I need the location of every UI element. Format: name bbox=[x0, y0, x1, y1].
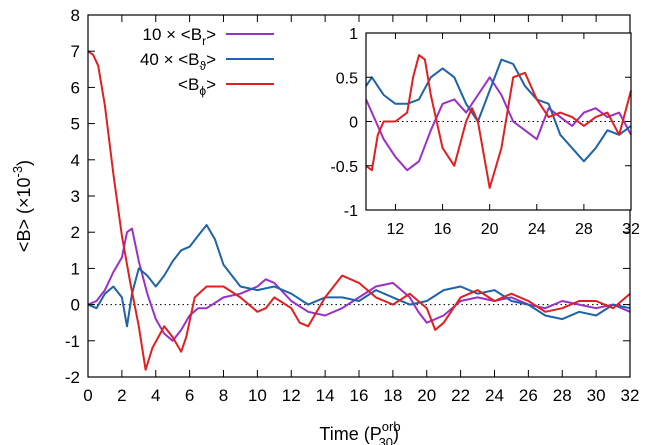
legend-label-br: 10 × <Br> bbox=[143, 25, 217, 48]
main-y-tick-label: 0 bbox=[71, 296, 80, 315]
main-y-tick-label: -2 bbox=[65, 368, 80, 387]
inset-y-tick-label: -0.5 bbox=[330, 159, 358, 176]
main-x-tick-label: 0 bbox=[83, 386, 92, 405]
inset-y-tick-label: 0.5 bbox=[336, 70, 358, 87]
main-series-lines bbox=[87, 50, 631, 371]
main-y-tick-label: 3 bbox=[71, 187, 80, 206]
inset-x-tick-label: 12 bbox=[387, 221, 405, 238]
main-x-tick-label: 6 bbox=[185, 386, 194, 405]
main-x-tick-label: 2 bbox=[117, 386, 126, 405]
main-series-line-2 bbox=[87, 50, 631, 371]
main-x-tick-label: 4 bbox=[151, 386, 160, 405]
legend-label-bphi-tail: > bbox=[206, 75, 216, 94]
main-y-tick-label: 6 bbox=[71, 78, 80, 97]
main-x-tick-label: 28 bbox=[553, 386, 572, 405]
main-x-tick-label: 12 bbox=[282, 386, 301, 405]
main-x-tick-label: 10 bbox=[248, 386, 267, 405]
legend-label-btheta-tail: > bbox=[206, 50, 216, 69]
x-axis-title-superscript: orb bbox=[382, 419, 401, 434]
legend-label-br-sub: r bbox=[202, 34, 206, 48]
main-x-tick-label: 8 bbox=[219, 386, 228, 405]
main-y-tick-label: 1 bbox=[71, 259, 80, 278]
main-x-tick-label: 22 bbox=[451, 386, 470, 405]
inset-axis-ticks: 12 16 20 24 28 32 -1 -0.5 0 0.5 1 bbox=[330, 26, 640, 238]
inset-series-line-0 bbox=[365, 76, 632, 172]
x-axis-title: Time (Porb 30) bbox=[319, 419, 400, 445]
x-axis-title-tail: ) bbox=[393, 424, 399, 444]
main-axis-ticks: 0 2 4 6 8 10 12 14 16 18 20 22 24 26 28 30 32-2-10123456… bbox=[65, 6, 640, 405]
inset-x-tick-label: 28 bbox=[575, 221, 593, 238]
main-y-tick-label: 8 bbox=[71, 6, 80, 25]
main-x-tick-label: 24 bbox=[485, 386, 504, 405]
main-x-tick-label: 26 bbox=[519, 386, 538, 405]
main-x-tick-label: 20 bbox=[417, 386, 436, 405]
x-axis-title-subscript: 30 bbox=[379, 435, 393, 445]
inset-x-tick-label: 20 bbox=[481, 221, 499, 238]
main-y-tick-label: -1 bbox=[65, 332, 80, 351]
legend: 10 × <Br> 40 × <Bϑ> <Bϕ> bbox=[140, 25, 274, 98]
legend-label-bphi-text: <B bbox=[178, 75, 199, 94]
legend-label-btheta-sub: ϑ bbox=[200, 59, 207, 73]
main-x-tick-label: 14 bbox=[316, 386, 335, 405]
main-y-tick-label: 5 bbox=[71, 115, 80, 134]
main-series-line-0 bbox=[87, 227, 631, 342]
inset-series-lines bbox=[365, 54, 632, 189]
y-axis-title-text: <B> (×10 bbox=[14, 178, 34, 253]
main-series-line-1 bbox=[87, 224, 631, 328]
inset-x-tick-label: 16 bbox=[434, 221, 452, 238]
inset-y-tick-label: 1 bbox=[349, 26, 358, 43]
main-x-tick-label: 30 bbox=[587, 386, 606, 405]
legend-label-br-text: 10 × <B bbox=[143, 25, 203, 44]
main-y-tick-label: 7 bbox=[71, 42, 80, 61]
main-x-tick-label: 32 bbox=[621, 386, 640, 405]
inset-series-line-2 bbox=[365, 54, 632, 189]
inset-series-line-1 bbox=[365, 58, 632, 163]
legend-label-btheta-text: 40 × <B bbox=[140, 50, 200, 69]
main-x-tick-label: 18 bbox=[383, 386, 402, 405]
inset-x-tick-label: 32 bbox=[622, 221, 640, 238]
main-y-tick-label: 4 bbox=[71, 151, 80, 170]
legend-label-bphi: <Bϕ> bbox=[178, 75, 216, 98]
inset-y-tick-label: 0 bbox=[349, 115, 358, 132]
y-axis-title-tail: ) bbox=[14, 160, 34, 166]
main-y-tick-label: 2 bbox=[71, 223, 80, 242]
inset-x-tick-label: 24 bbox=[528, 221, 546, 238]
y-axis-title-superscript: -3 bbox=[10, 166, 25, 178]
legend-label-br-tail: > bbox=[206, 25, 216, 44]
inset-y-tick-label: -1 bbox=[344, 203, 358, 220]
main-x-tick-label: 16 bbox=[350, 386, 369, 405]
legend-label-bphi-sub: ϕ bbox=[199, 84, 206, 98]
legend-label-btheta: 40 × <Bϑ> bbox=[140, 50, 216, 73]
y-axis-title: <B> (×10-3) bbox=[10, 160, 34, 252]
x-axis-title-text: Time (P bbox=[319, 424, 381, 444]
